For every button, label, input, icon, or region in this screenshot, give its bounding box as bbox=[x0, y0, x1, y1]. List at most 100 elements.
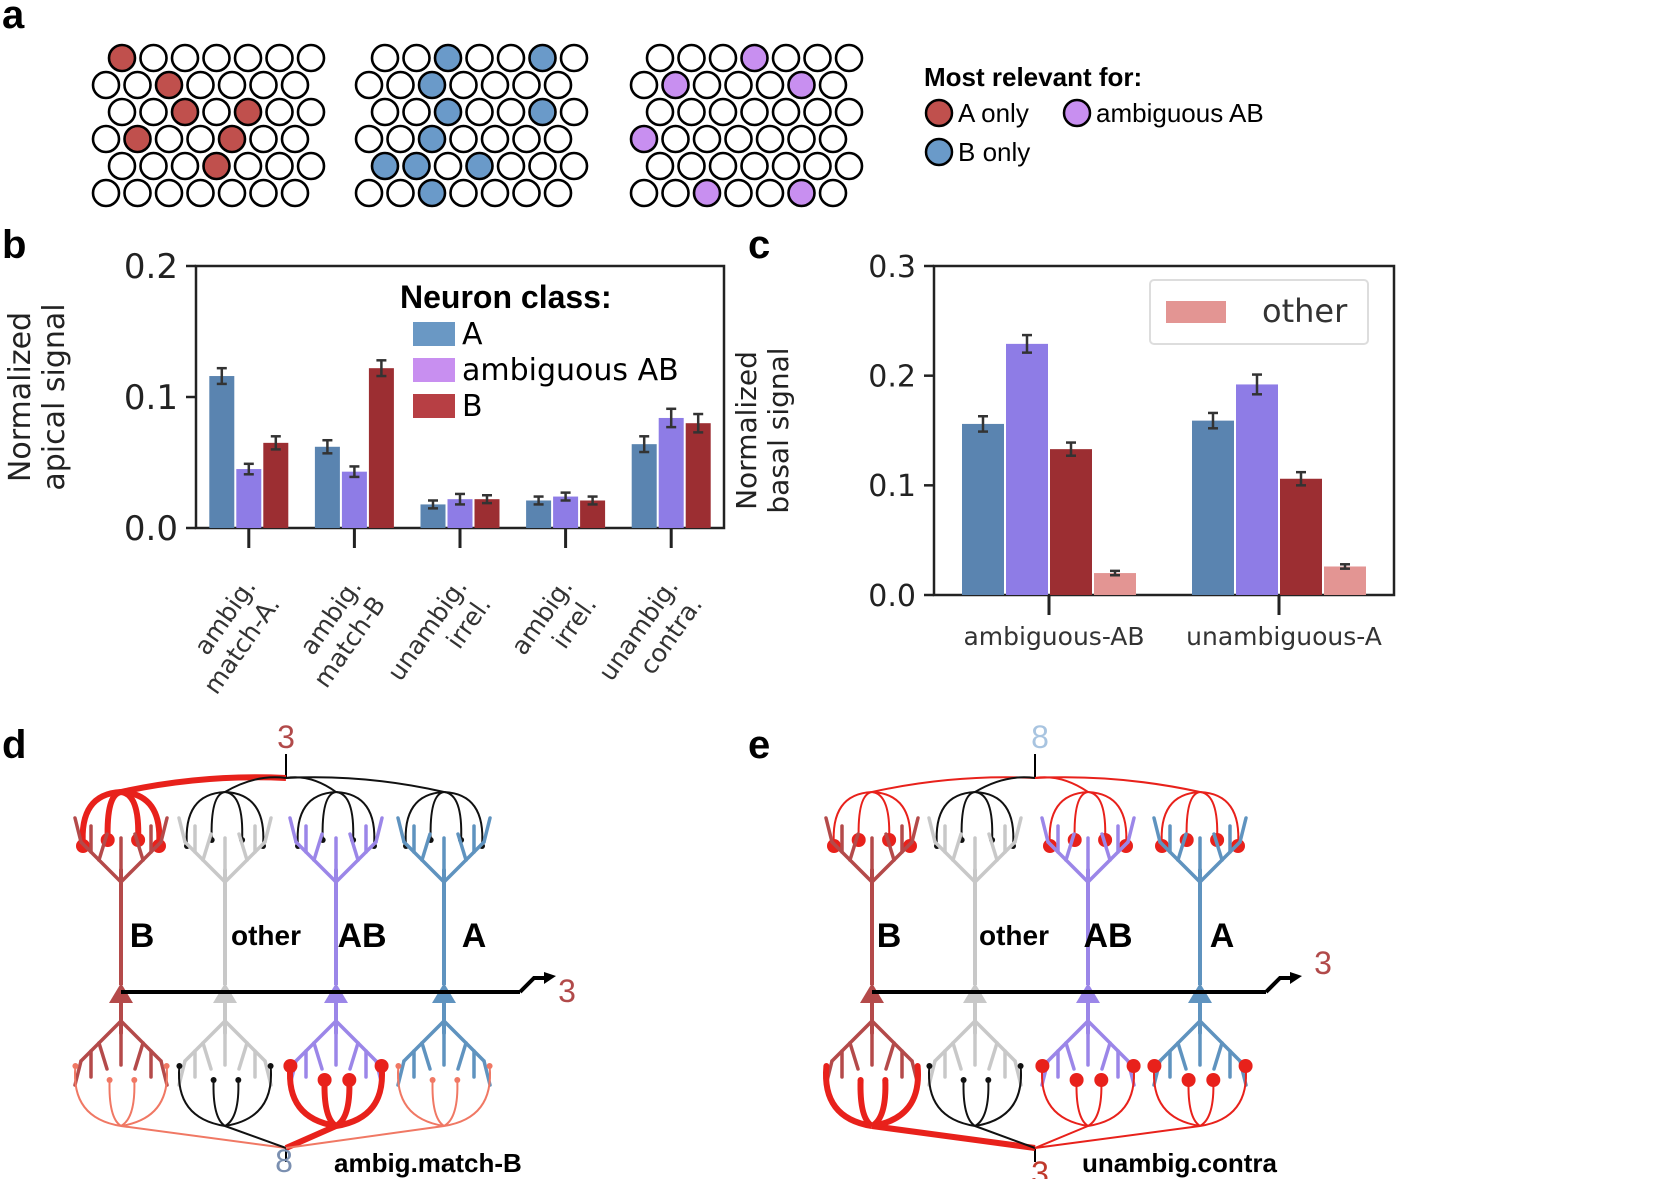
grid-neuron bbox=[755, 178, 785, 208]
synapse-wire bbox=[857, 791, 873, 841]
grid-neuron bbox=[417, 178, 447, 208]
basal-dendrite bbox=[119, 1019, 145, 1045]
grid-neuron bbox=[449, 70, 478, 100]
apical-dendrite bbox=[951, 858, 977, 884]
y-axis-label: basal signal bbox=[762, 347, 795, 513]
synapse bbox=[429, 1077, 436, 1083]
grid-neuron bbox=[280, 70, 310, 100]
grid-neuron bbox=[417, 70, 447, 100]
basal-dendrite bbox=[1176, 1041, 1188, 1071]
grid-neuron bbox=[661, 178, 690, 208]
grid-neuron bbox=[787, 70, 816, 100]
basal-dendrite bbox=[237, 1041, 249, 1071]
grid-neuron bbox=[202, 151, 231, 181]
grid-neuron bbox=[123, 124, 152, 154]
basal-dendrite bbox=[97, 1019, 123, 1045]
apical-dendrite bbox=[119, 858, 145, 884]
apical-dendrite bbox=[824, 816, 834, 844]
y-tick-label: 0.2 bbox=[868, 359, 916, 394]
grid-neuron bbox=[465, 151, 494, 181]
synapse bbox=[267, 1063, 274, 1069]
synapse bbox=[1147, 1059, 1162, 1073]
bar-a bbox=[1192, 420, 1234, 595]
grid-neuron bbox=[296, 43, 326, 73]
grid-legend-title: Most relevant for: bbox=[924, 62, 1142, 92]
grid-neuron bbox=[771, 97, 801, 127]
apical-dendrite bbox=[374, 816, 384, 844]
grid-neuron bbox=[661, 70, 690, 100]
apical-dendrite bbox=[312, 858, 338, 884]
category-label: unambiguous-A bbox=[1186, 622, 1382, 651]
grid-neuron bbox=[402, 97, 431, 127]
synapse bbox=[454, 1077, 461, 1083]
synapse bbox=[857, 1077, 864, 1083]
synapse-wire bbox=[212, 1079, 226, 1127]
grid-neuron bbox=[677, 43, 706, 73]
basal-dendrite bbox=[848, 1041, 860, 1071]
synapse-wire bbox=[224, 791, 265, 847]
grid-neuron bbox=[154, 178, 184, 208]
grid-neuron bbox=[834, 97, 864, 127]
panel-label-b: b bbox=[2, 223, 26, 267]
apical-dendrite bbox=[442, 858, 468, 884]
apical-dendrite bbox=[159, 816, 169, 844]
apical-dendrite bbox=[334, 858, 360, 884]
basal-dendrite bbox=[951, 1041, 963, 1071]
grid-neuron bbox=[661, 124, 690, 154]
legend-label: other bbox=[1262, 292, 1348, 330]
legend-swatch bbox=[413, 358, 455, 382]
bar-b bbox=[263, 442, 289, 528]
grid-neuron bbox=[677, 151, 706, 181]
neuron-grid-ambiguous bbox=[629, 43, 864, 208]
basal-dendrite bbox=[1198, 1019, 1224, 1045]
grid-neuron bbox=[449, 178, 478, 208]
synapse bbox=[960, 1077, 967, 1083]
grid-neuron bbox=[217, 178, 247, 208]
grid-neuron bbox=[724, 178, 753, 208]
legend-dot-ab bbox=[1062, 98, 1092, 128]
grid-neuron bbox=[740, 151, 769, 181]
grid-neuron bbox=[818, 124, 848, 154]
synapse-wire bbox=[108, 1079, 122, 1127]
apical-dendrite bbox=[870, 858, 896, 884]
input-wire bbox=[1034, 776, 1201, 793]
bar-ambiguous-ab bbox=[1236, 384, 1278, 595]
grid-neuron bbox=[629, 178, 659, 208]
e-label-ab: AB bbox=[1083, 917, 1132, 955]
synapse-wire bbox=[335, 1065, 386, 1129]
d-label-b: B bbox=[130, 917, 155, 955]
grid-neuron bbox=[692, 70, 722, 100]
grid-neuron bbox=[512, 178, 541, 208]
synapse bbox=[72, 1063, 79, 1069]
basal-dendrite bbox=[133, 1041, 145, 1071]
apical-dendrite bbox=[1126, 816, 1136, 844]
axon-arrow bbox=[1290, 972, 1302, 984]
grid-neuron bbox=[629, 124, 659, 154]
grid-legend: Most relevant for: A only ambiguous AB B… bbox=[924, 62, 1264, 167]
synapse-wire bbox=[224, 1079, 240, 1127]
basal-dendrite bbox=[420, 1019, 446, 1045]
apical-dendrite bbox=[288, 816, 298, 844]
synapse-wire bbox=[177, 1065, 226, 1127]
grid-neuron bbox=[370, 43, 400, 73]
synapse-wire bbox=[404, 791, 445, 847]
input-wire bbox=[285, 776, 445, 793]
grid-neuron bbox=[265, 97, 294, 127]
basal-dendrite bbox=[420, 1041, 432, 1071]
synapse-wire bbox=[870, 1079, 889, 1129]
basal-dendrite bbox=[334, 1019, 360, 1045]
y-tick-label: 0.0 bbox=[868, 579, 916, 614]
synapse-wire bbox=[120, 1065, 169, 1127]
synapse-wire bbox=[871, 791, 912, 847]
grid-neuron bbox=[465, 97, 494, 127]
grid-neuron bbox=[708, 43, 738, 73]
grid-neuron bbox=[402, 43, 431, 73]
apical-dendrite bbox=[482, 816, 492, 844]
synapse-wire bbox=[334, 1079, 353, 1129]
grid-neuron bbox=[354, 70, 384, 100]
synapse-wire bbox=[443, 791, 484, 847]
bar-other bbox=[1324, 566, 1366, 595]
apical-dendrite bbox=[396, 816, 406, 844]
grid-neuron bbox=[803, 97, 832, 127]
grid-neuron bbox=[386, 178, 415, 208]
